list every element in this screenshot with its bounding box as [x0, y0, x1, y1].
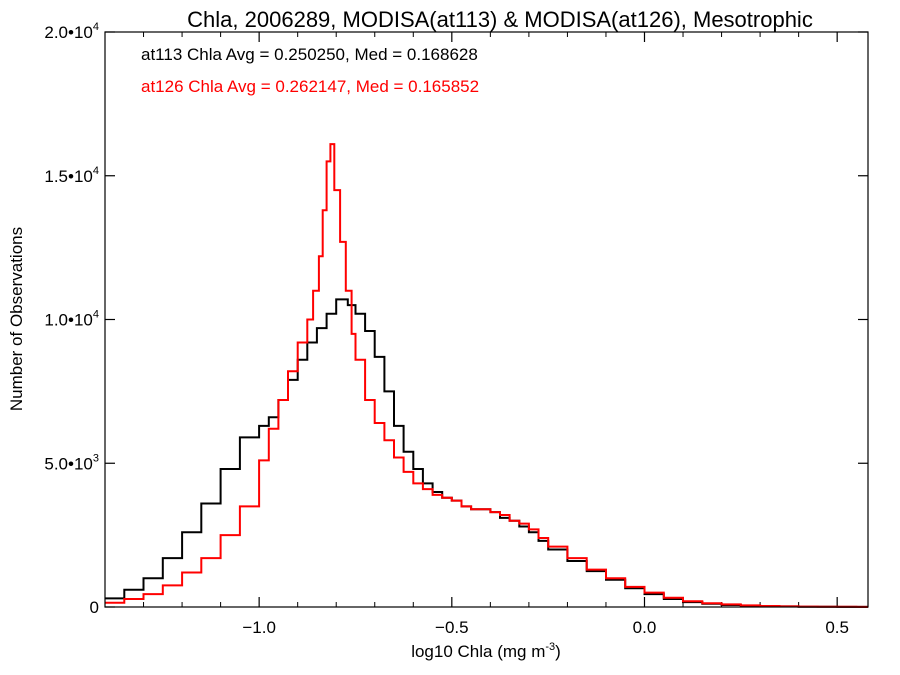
axis-ticks: −1.0 −0.5 0.0 0.5 0 5.0•103 1.0•104 1.5•104 2.0•… — [44, 21, 868, 637]
y-tick-label: 1.0•104 — [44, 309, 99, 330]
histogram-series-0 — [105, 298, 868, 608]
y-tick-label: 5.0•103 — [44, 452, 99, 473]
annotation-at126: at126 Chla Avg = 0.262147, Med = 0.16585… — [141, 77, 479, 96]
plot-frame — [104, 31, 869, 608]
y-tick-label: 0 — [90, 598, 99, 617]
x-axis-label: log10 Chla (mg m-3) — [411, 641, 561, 661]
chart-title: Chla, 2006289, MODISA(at113) & MODISA(at… — [187, 7, 813, 32]
annotation-at113: at113 Chla Avg = 0.250250, Med = 0.16862… — [141, 45, 478, 64]
y-tick-label: 1.5•104 — [44, 165, 99, 186]
x-tick-label: −1.0 — [242, 618, 276, 637]
x-tick-label: −0.5 — [435, 618, 469, 637]
x-tick-label: 0.5 — [825, 618, 849, 637]
y-tick-label: 2.0•104 — [44, 21, 99, 42]
histogram-series-1 — [105, 143, 868, 608]
series-layer — [105, 143, 868, 608]
x-tick-label: 0.0 — [633, 618, 657, 637]
y-axis-label: Number of Observations — [7, 227, 26, 411]
